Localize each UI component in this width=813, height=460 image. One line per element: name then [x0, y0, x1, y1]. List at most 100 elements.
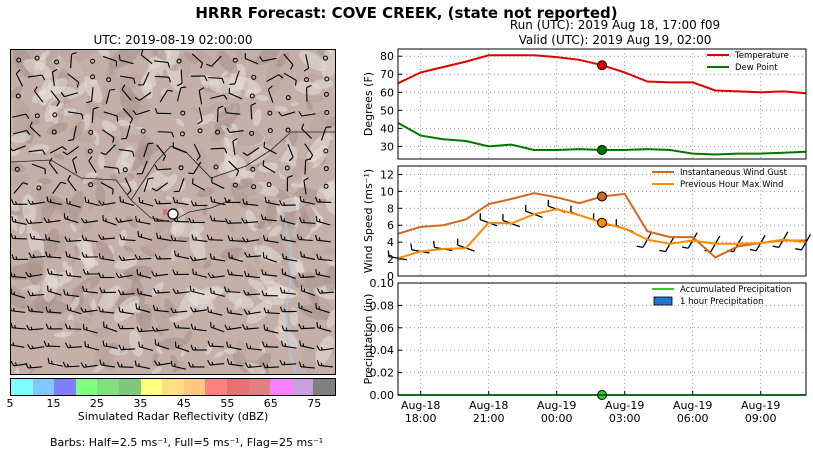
wind-barb	[280, 215, 296, 225]
colorbar-swatch	[54, 379, 76, 395]
terrain-shade	[181, 56, 191, 78]
terrain-shade	[160, 87, 167, 95]
wind-barb-staff	[88, 160, 97, 173]
wind-barb-staff	[118, 219, 133, 223]
wind-barb-staff	[210, 363, 225, 366]
wind-barb	[45, 323, 63, 330]
wind-barb	[223, 286, 241, 293]
calm-wind-marker	[215, 129, 221, 135]
wind-barb-staff	[229, 92, 243, 100]
wind-barb-feather	[290, 64, 294, 70]
wind-barb	[118, 306, 134, 315]
wind-barb-feather	[25, 271, 29, 277]
wind-barb	[209, 253, 226, 262]
wind-barb-feather	[45, 323, 49, 330]
terrain-shade	[155, 72, 161, 86]
wind-barb-feather	[228, 199, 231, 203]
terrain-shade	[315, 335, 335, 366]
wind-barb-staff	[229, 274, 244, 277]
wind-barb-feather	[209, 287, 212, 294]
wind-barb	[210, 94, 228, 100]
y-axis-label: Wind Speed (ms⁻¹)	[362, 169, 375, 273]
wind-barb-staff	[121, 348, 136, 351]
wind-barb	[314, 196, 332, 203]
terrain-shade	[309, 111, 326, 141]
wind-barb	[192, 268, 208, 278]
wind-barb	[300, 285, 315, 297]
wind-barb-feather	[11, 360, 15, 367]
wind-barb	[197, 107, 203, 125]
terrain-shade	[110, 130, 120, 151]
wind-barb-staff	[139, 91, 152, 101]
wind-barb-staff	[283, 53, 294, 66]
wind-barb	[207, 306, 223, 316]
wind-barb-staff	[192, 328, 207, 332]
wind-barb-feather	[13, 273, 16, 277]
wind-barb	[138, 341, 154, 352]
wind-barb-feather	[117, 289, 122, 295]
terrain-shade	[221, 344, 231, 352]
wind-barb-feather	[265, 292, 268, 296]
terrain-shade	[234, 297, 243, 311]
y-tick-label: 60	[380, 86, 394, 99]
wind-barb-staff	[282, 363, 297, 366]
terrain-shade	[196, 187, 215, 198]
wind-barb-staff	[47, 256, 62, 259]
wind-barb-feather	[299, 340, 302, 346]
wind-barb-feather	[80, 217, 85, 224]
wind-barb-feather	[11, 288, 12, 294]
wind-barb-feather	[267, 85, 273, 90]
wind-barb	[177, 69, 183, 87]
wind-barb-staff	[125, 124, 131, 139]
wind-barb-feather	[103, 289, 106, 293]
terrain-shade	[90, 327, 114, 338]
wind-barb-staff	[67, 179, 77, 192]
wind-barb-staff	[28, 149, 43, 153]
wind-barb-feather	[119, 218, 122, 223]
wind-barb-feather	[68, 238, 71, 242]
wind-barb-staff	[85, 345, 100, 351]
wind-barb-feather	[226, 127, 231, 133]
wind-barb-feather	[67, 174, 71, 181]
wind-barb-feather	[176, 199, 179, 203]
terrain-shade	[53, 153, 65, 160]
terrain-shade	[203, 259, 212, 269]
wind-barb	[229, 70, 240, 85]
wind-barb-feather	[47, 285, 49, 292]
wind-barb-feather	[64, 323, 68, 329]
wind-barb-feather	[119, 196, 122, 202]
wind-barb-staff	[300, 366, 316, 369]
wind-barb	[316, 253, 333, 262]
wind-barb-staff	[319, 347, 334, 351]
terrain-shade	[326, 131, 334, 140]
wind-barb-staff	[190, 290, 205, 296]
wind-barb-feather	[223, 286, 227, 292]
terrain-shade	[42, 268, 58, 302]
wind-barb-feather	[226, 307, 229, 313]
wind-barb	[259, 56, 277, 62]
wind-barb-feather	[243, 290, 247, 296]
wind-barb	[241, 217, 259, 224]
wind-barb	[191, 234, 208, 242]
wind-barb-feather	[84, 341, 86, 347]
calm-wind-marker	[250, 166, 256, 172]
wind-barb-staff	[31, 238, 46, 241]
wind-barb-staff	[34, 90, 44, 103]
wind-barb-staff	[247, 255, 262, 258]
terrain-shade	[255, 94, 269, 102]
terrain-shade	[276, 51, 290, 68]
wind-barb-staff	[175, 291, 190, 294]
calm-wind-marker	[54, 59, 60, 65]
wind-barb	[29, 233, 46, 241]
wind-barb	[48, 157, 59, 175]
wind-barb-feather	[281, 253, 285, 259]
wind-barb-staff	[244, 327, 259, 330]
wind-barb-staff	[65, 365, 80, 368]
wind-barb-staff	[12, 327, 27, 330]
wind-barb-feather	[102, 235, 105, 240]
terrain-shade	[96, 241, 114, 261]
wind-barb-staff	[300, 345, 315, 350]
wind-barb-staff	[301, 221, 316, 224]
wind-barb	[121, 84, 132, 101]
wind-barb-staff	[244, 221, 259, 224]
